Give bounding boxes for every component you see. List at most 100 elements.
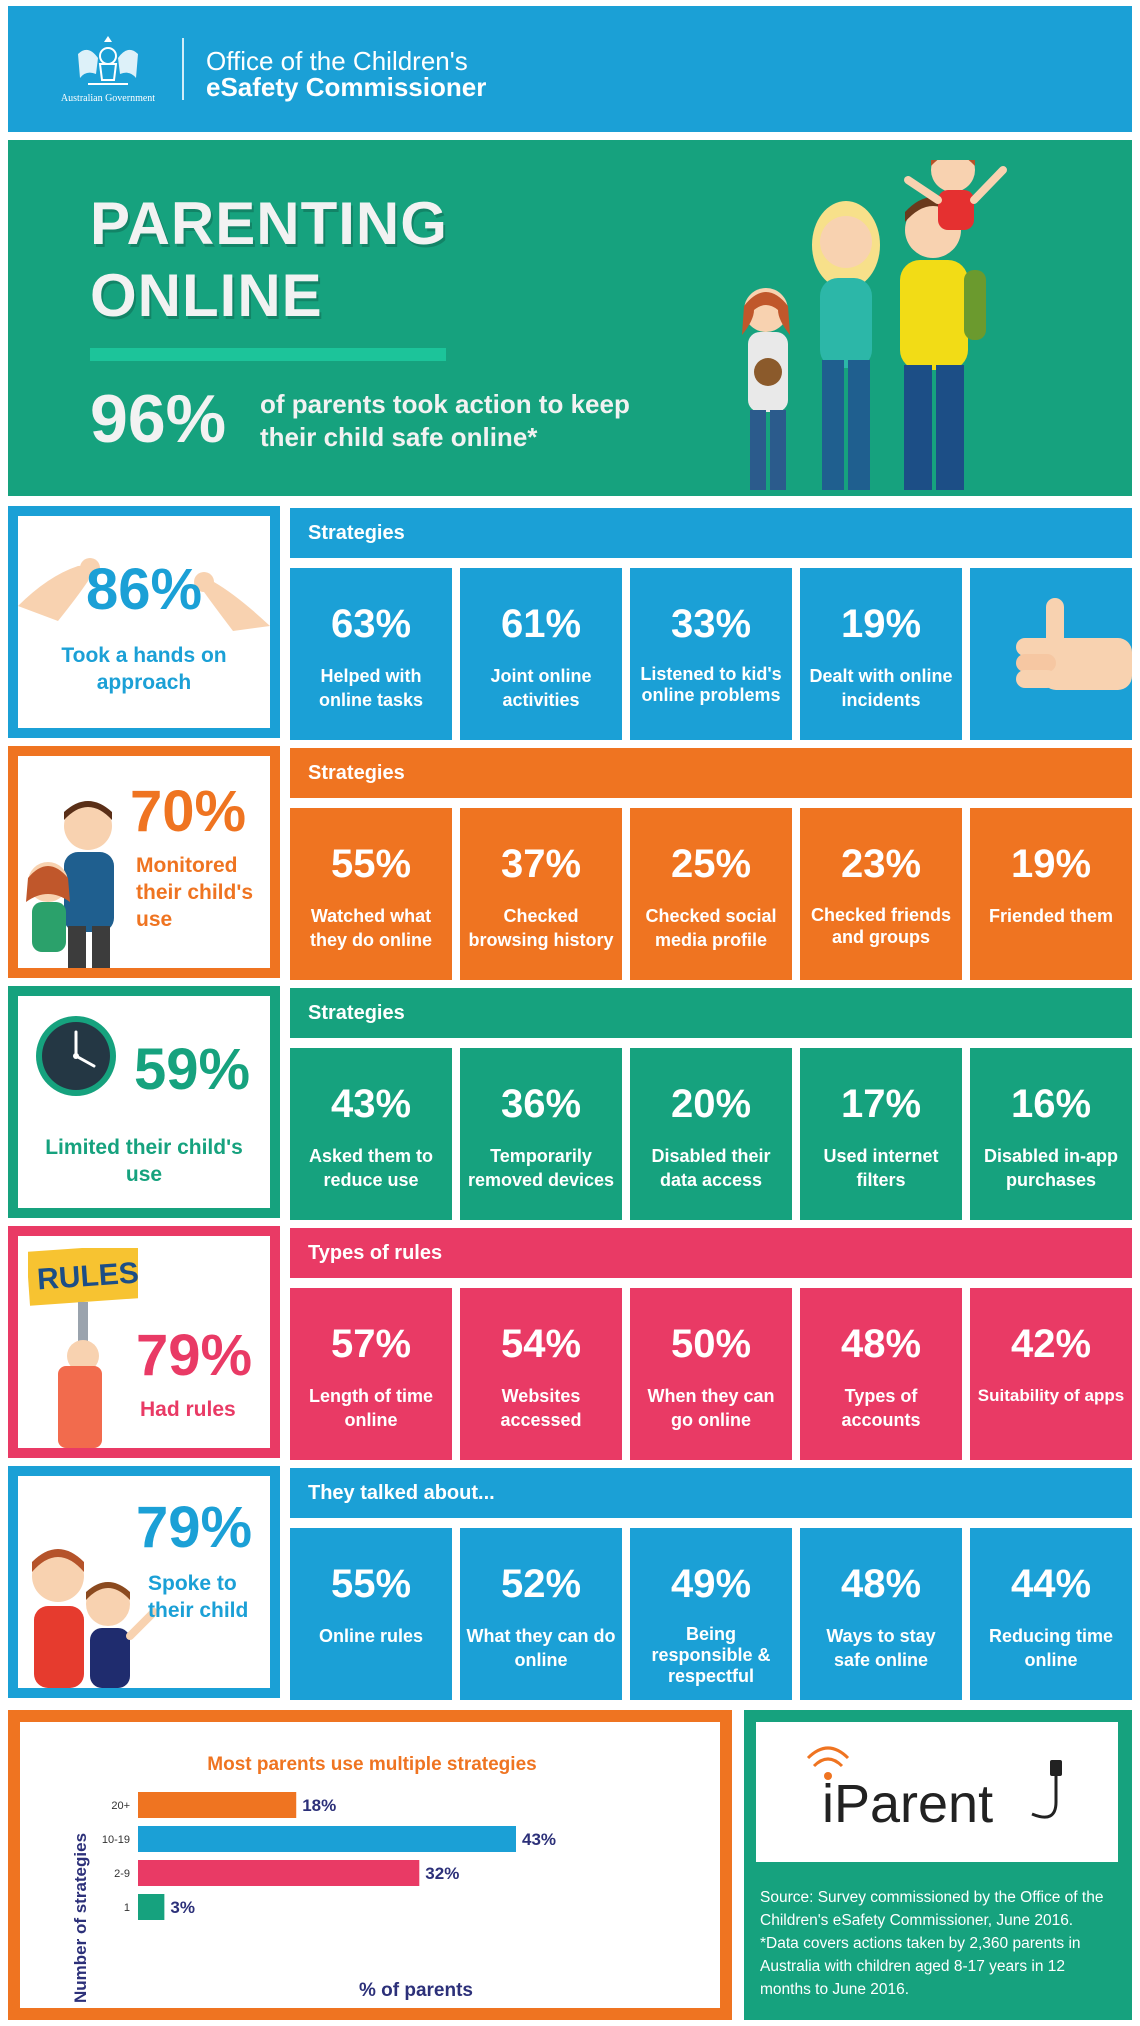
- summary-percent: 79%: [136, 1323, 253, 1388]
- topic-tile: 44% Reducing time online: [970, 1528, 1132, 1700]
- tile-label: Checked browsing history: [468, 906, 614, 950]
- strategy-tile: 63% Helped with online tasks: [290, 568, 452, 740]
- summary-label: Took a hands on approach: [61, 644, 227, 694]
- iparent-panel: iParent Source: Survey commissioned by t…: [744, 1710, 1132, 2020]
- talked-summary: 79% Spoke to their child: [8, 1466, 280, 1698]
- tile-label: Friended them: [988, 906, 1113, 926]
- tile-label: Online rules: [318, 1626, 424, 1646]
- wifi-icon: [824, 1772, 832, 1780]
- chart-bar: [138, 1894, 165, 1920]
- chart-bar: [138, 1792, 297, 1818]
- chart-category-label: 2-9: [114, 1868, 130, 1880]
- gov-label: Australian Government: [60, 93, 156, 104]
- tile-label: Types of accounts: [841, 1386, 921, 1430]
- tile-percent: 17%: [840, 1082, 922, 1126]
- strategy-tile: 19% Dealt with online incidents: [800, 568, 962, 740]
- tile-label: Checked social media profile: [645, 906, 777, 950]
- strategy-tile: 37% Checked browsing history: [460, 808, 622, 980]
- header-banner: Australian Government Office of the Chil…: [8, 6, 1132, 132]
- title-line1: PARENTING: [90, 190, 448, 257]
- summary-label: Limited their child's use: [45, 1136, 243, 1186]
- hero-percent: 96%: [90, 381, 227, 457]
- hands-on-summary: 86% Took a hands on approach: [8, 506, 280, 738]
- monitored-summary: 70% Monitored their child's use: [8, 746, 280, 978]
- thumbs-up-icon: [1016, 598, 1132, 690]
- parent-talking-icon: [32, 1549, 158, 1688]
- hero-banner: PARENTING ONLINE 96% of parents took act…: [8, 140, 1132, 496]
- chart-category-label: 1: [124, 1902, 130, 1914]
- tile-percent: 16%: [1010, 1082, 1092, 1126]
- clock-icon: [36, 1016, 116, 1096]
- tile-label: Suitability of apps: [977, 1386, 1125, 1405]
- section-heading: Strategies: [290, 748, 1132, 798]
- rule-tile: 48% Types of accounts: [800, 1288, 962, 1460]
- tile-label: Disabled their data access: [651, 1146, 771, 1190]
- section-heading: Types of rules: [290, 1228, 1132, 1278]
- tile-percent: 37%: [500, 842, 582, 886]
- tile-label: Reducing time online: [988, 1626, 1113, 1670]
- tile-percent: 54%: [500, 1322, 582, 1366]
- strategy-tile: 23% Checked friends and groups: [800, 808, 962, 980]
- chart-value-label: 3%: [170, 1898, 195, 1917]
- hands-icon: [18, 558, 270, 631]
- section-heading: Strategies: [290, 988, 1132, 1038]
- strategy-tile: 17% Used internet filters: [800, 1048, 962, 1220]
- section-heading: Strategies: [290, 508, 1132, 558]
- topic-tile: 49% Being responsible & respectful: [630, 1528, 792, 1700]
- org-name-line1: Office of the Children's: [206, 46, 468, 76]
- summary-label: Monitored their child's use: [136, 854, 254, 931]
- chart-value-label: 43%: [522, 1830, 556, 1849]
- rule-tile: 42% Suitability of apps: [970, 1288, 1132, 1460]
- summary-label: Had rules: [140, 1398, 236, 1421]
- tile-percent: 63%: [330, 602, 412, 646]
- iparent-logo-text: iParent: [822, 1774, 993, 1834]
- chart-title: Most parents use multiple strategies: [207, 1754, 536, 1775]
- rule-tile: 57% Length of time online: [290, 1288, 452, 1460]
- thumbs-up-tile: [970, 568, 1132, 740]
- strategy-tile: 33% Listened to kid's online problems: [630, 568, 792, 740]
- tile-percent: 61%: [500, 602, 582, 646]
- chart-category-label: 10-19: [102, 1834, 130, 1846]
- summary-percent: 59%: [134, 1037, 251, 1102]
- limited-summary: 59% Limited their child's use: [8, 986, 280, 1218]
- tile-label: Ways to stay safe online: [826, 1626, 936, 1670]
- crest-icon: [78, 36, 138, 85]
- tile-label: Being responsible & respectful: [651, 1624, 771, 1686]
- tile-label: Watched what they do online: [309, 906, 432, 950]
- chart-bar: [138, 1826, 516, 1852]
- tile-percent: 48%: [840, 1562, 922, 1606]
- tile-percent: 33%: [670, 602, 752, 646]
- strategy-tile: 25% Checked social media profile: [630, 808, 792, 980]
- topic-tile: 52% What they can do online: [460, 1528, 622, 1700]
- rule-tile: 50% When they can go online: [630, 1288, 792, 1460]
- title-line2: ONLINE: [90, 262, 323, 329]
- strategy-tile: 36% Temporarily removed devices: [460, 1048, 622, 1220]
- strategies-bar-chart: Most parents use multiple strategies Num…: [71, 1754, 556, 2003]
- strategy-tile: 19% Friended them: [970, 808, 1132, 980]
- header-divider: [182, 38, 184, 100]
- strategy-tile: 55% Watched what they do online: [290, 808, 452, 980]
- parent-child-icon: [26, 801, 114, 968]
- strategies-chart-panel: Most parents use multiple strategies Num…: [8, 1710, 732, 2020]
- tile-label: Disabled in-app purchases: [983, 1146, 1118, 1190]
- title-underline: [90, 348, 446, 361]
- summary-percent: 79%: [136, 1495, 253, 1560]
- tile-label: Temporarily removed devices: [467, 1146, 615, 1190]
- rules-summary: RULES 79% Had rules: [8, 1226, 280, 1458]
- tile-percent: 36%: [500, 1082, 582, 1126]
- tile-percent: 19%: [1010, 842, 1092, 886]
- tile-label: Joint online activities: [490, 666, 592, 710]
- strategy-tile: 16% Disabled in-app purchases: [970, 1048, 1132, 1220]
- rules-sign-icon: [28, 1248, 138, 1448]
- summary-percent: 86%: [85, 557, 203, 622]
- tile-percent: 48%: [840, 1322, 922, 1366]
- chart-bar: [138, 1860, 420, 1886]
- summary-label: Spoke to their child: [148, 1572, 249, 1622]
- section-heading: They talked about...: [290, 1468, 1132, 1518]
- tile-percent: 52%: [500, 1562, 582, 1606]
- strategy-tile: 61% Joint online activities: [460, 568, 622, 740]
- tile-label: Asked them to reduce use: [308, 1146, 434, 1190]
- chart-x-axis-label: % of parents: [359, 1980, 473, 2001]
- chart-bars: 20+ 18% 10-19 43% 2-9 32% 1 3%: [102, 1792, 556, 1920]
- australian-government-crest: Australian Government: [48, 34, 168, 104]
